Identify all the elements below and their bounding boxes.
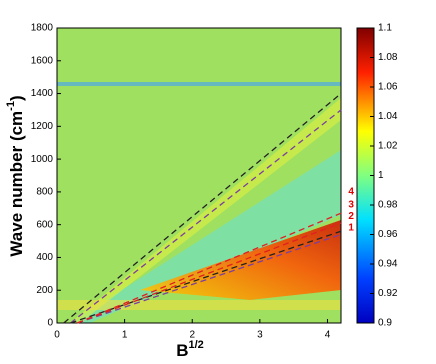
plot-frame (56, 27, 342, 324)
colorbar-tick-label: 1 (378, 170, 384, 181)
annotation: 3 (348, 200, 354, 211)
colorbar-tick-label: 1.06 (378, 82, 398, 93)
annotation: 4 (348, 187, 354, 198)
y-tick-label: 1200 (31, 121, 54, 132)
colorbar-tick-label: 0.96 (378, 229, 398, 240)
heatmap-background (57, 28, 341, 323)
x-label-main: B (176, 341, 188, 360)
colorbar-tick-label: 1.1 (378, 23, 392, 34)
y-axis-label: Wave number (cm-1) (5, 95, 27, 256)
annotation: 1 (348, 223, 354, 234)
x-tick-label: 3 (257, 330, 263, 341)
dashed-line (77, 233, 342, 324)
x-tick-label: 1 (122, 330, 128, 341)
colorbar-tick-label: 1.04 (378, 111, 398, 122)
y-tick-label: 0 (47, 318, 53, 329)
y-label-end: ) (7, 95, 26, 101)
x-tick-label: 2 (189, 330, 195, 341)
dashed-line (77, 222, 342, 324)
colorbar-tick-label: 1.02 (378, 141, 398, 152)
x-tick-label: 4 (325, 330, 331, 341)
dashed-line (70, 230, 342, 324)
y-label-sup: -1 (5, 101, 17, 111)
colorbar-tick-label: 0.98 (378, 200, 398, 211)
colorbar-tick-label: 1.08 (378, 52, 398, 63)
colorbar-tick-label: 0.94 (378, 259, 398, 270)
y-tick-label: 600 (36, 219, 53, 230)
dashed-line (70, 109, 342, 324)
y-tick-label: 1800 (31, 23, 54, 34)
colorbar-tick-label: 0.92 (378, 288, 398, 299)
y-tick-label: 800 (36, 187, 53, 198)
x-label-sup: 1/2 (188, 339, 203, 351)
y-tick-label: 1400 (31, 88, 54, 99)
colorbar-tick-label: 0.9 (378, 318, 392, 329)
annotation: 2 (348, 211, 354, 222)
y-tick-label: 1600 (31, 55, 54, 66)
dashed-line (77, 212, 342, 324)
x-tick-label: 0 (54, 330, 60, 341)
y-label-main: Wave number (cm (7, 111, 26, 257)
y-tick-label: 1000 (31, 154, 54, 165)
y-tick-label: 400 (36, 252, 53, 263)
x-axis-label: B1/2 (176, 339, 204, 361)
y-tick-label: 200 (36, 285, 53, 296)
